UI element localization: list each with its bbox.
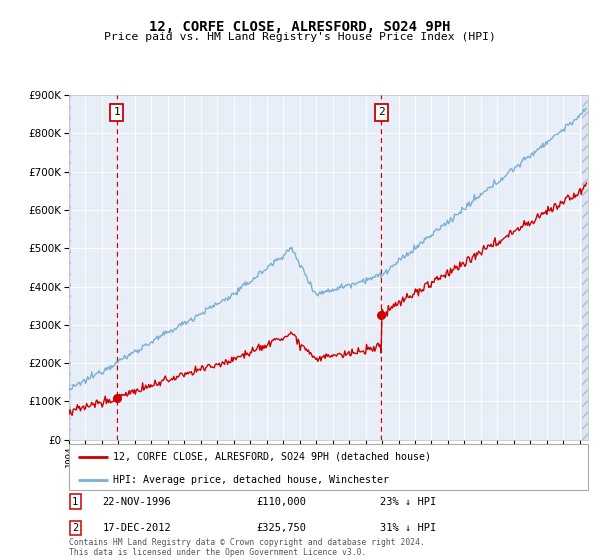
Text: £325,750: £325,750 — [256, 523, 306, 533]
Text: 2: 2 — [72, 523, 79, 533]
Text: HPI: Average price, detached house, Winchester: HPI: Average price, detached house, Winc… — [113, 475, 389, 485]
Text: 22-NOV-1996: 22-NOV-1996 — [103, 497, 172, 507]
Text: 23% ↓ HPI: 23% ↓ HPI — [380, 497, 437, 507]
Text: 2: 2 — [378, 108, 385, 118]
Text: 1: 1 — [113, 108, 120, 118]
Bar — [582, 95, 588, 440]
Text: 17-DEC-2012: 17-DEC-2012 — [103, 523, 172, 533]
Text: 12, CORFE CLOSE, ALRESFORD, SO24 9PH: 12, CORFE CLOSE, ALRESFORD, SO24 9PH — [149, 20, 451, 34]
Text: 12, CORFE CLOSE, ALRESFORD, SO24 9PH (detached house): 12, CORFE CLOSE, ALRESFORD, SO24 9PH (de… — [113, 452, 431, 462]
Text: Contains HM Land Registry data © Crown copyright and database right 2024.
This d: Contains HM Land Registry data © Crown c… — [69, 538, 425, 557]
Text: £110,000: £110,000 — [256, 497, 306, 507]
Text: Price paid vs. HM Land Registry's House Price Index (HPI): Price paid vs. HM Land Registry's House … — [104, 32, 496, 43]
Text: 1: 1 — [72, 497, 79, 507]
Bar — [69, 95, 71, 440]
FancyBboxPatch shape — [69, 444, 588, 490]
Text: 31% ↓ HPI: 31% ↓ HPI — [380, 523, 437, 533]
